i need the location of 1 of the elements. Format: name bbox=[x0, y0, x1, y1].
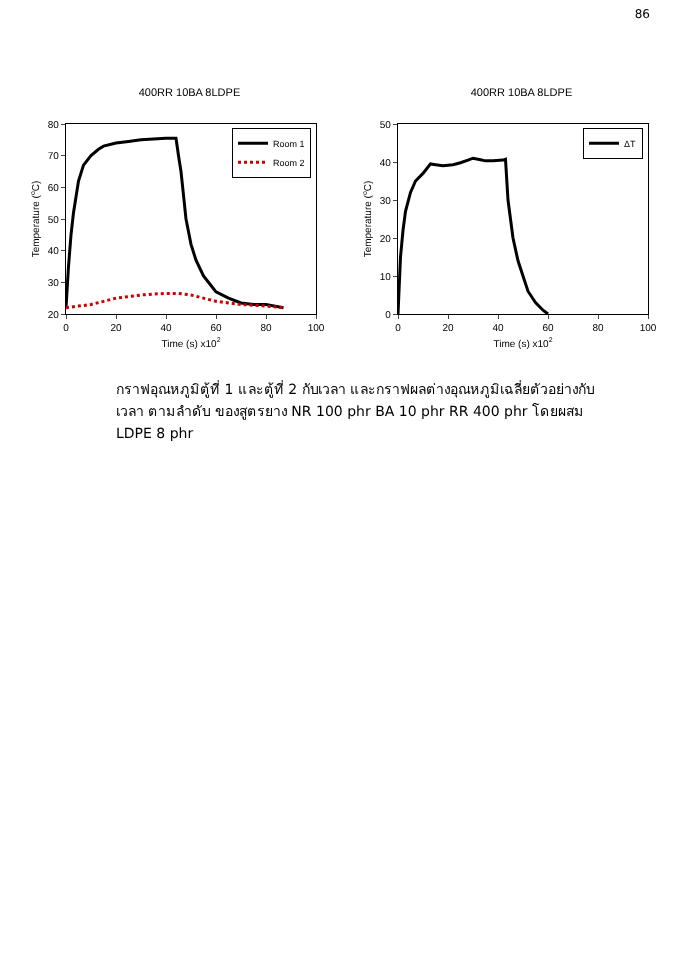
line-series bbox=[66, 290, 287, 311]
